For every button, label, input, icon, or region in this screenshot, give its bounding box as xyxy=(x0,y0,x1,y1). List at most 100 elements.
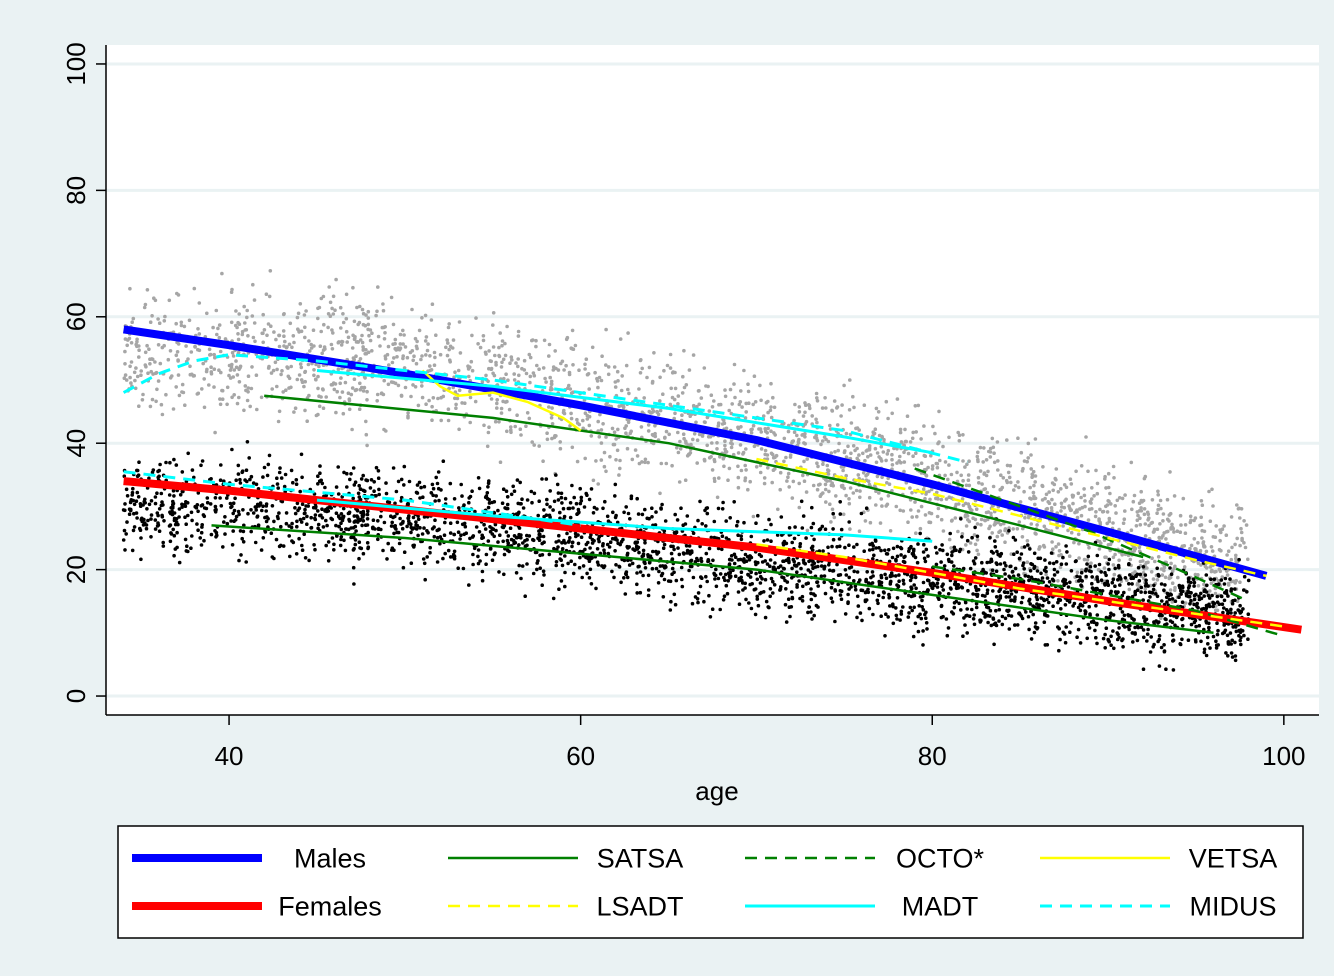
scatter-point xyxy=(230,350,235,355)
scatter-point xyxy=(429,318,434,322)
scatter-point xyxy=(1164,537,1168,541)
scatter-point xyxy=(447,386,452,391)
scatter-point xyxy=(802,459,806,464)
scatter-point xyxy=(328,504,332,509)
scatter-point xyxy=(752,587,757,592)
scatter-point xyxy=(782,459,786,464)
scatter-point xyxy=(336,465,341,469)
scatter-point xyxy=(1015,550,1019,554)
scatter-point xyxy=(471,552,475,557)
scatter-point xyxy=(774,453,779,458)
scatter-point xyxy=(396,530,401,535)
scatter-point xyxy=(1033,437,1038,441)
scatter-point xyxy=(296,327,300,332)
scatter-point xyxy=(679,506,683,511)
scatter-point xyxy=(1200,536,1204,540)
scatter-point xyxy=(569,559,573,563)
scatter-point xyxy=(670,572,674,576)
scatter-point xyxy=(736,451,741,455)
scatter-point xyxy=(487,425,491,430)
scatter-point xyxy=(743,463,747,468)
scatter-point xyxy=(999,473,1003,478)
scatter-point xyxy=(279,372,283,377)
scatter-point xyxy=(1222,606,1226,610)
scatter-point xyxy=(154,370,159,375)
scatter-point xyxy=(410,527,415,531)
scatter-point xyxy=(1152,642,1156,647)
scatter-point xyxy=(657,569,661,574)
scatter-point xyxy=(225,402,229,407)
scatter-point xyxy=(1095,577,1100,581)
scatter-point xyxy=(861,471,866,475)
scatter-point xyxy=(927,489,931,494)
scatter-point xyxy=(345,340,350,344)
scatter-point xyxy=(718,572,723,576)
scatter-point xyxy=(674,578,679,583)
scatter-point xyxy=(651,549,655,554)
scatter-point xyxy=(530,440,534,444)
scatter-point xyxy=(1056,579,1060,583)
scatter-point xyxy=(264,509,269,513)
scatter-point xyxy=(617,404,621,409)
scatter-point xyxy=(252,298,257,302)
scatter-point xyxy=(581,549,585,554)
scatter-point xyxy=(1087,545,1091,550)
scatter-point xyxy=(612,430,617,435)
scatter-point xyxy=(137,348,141,353)
scatter-point xyxy=(1123,576,1128,580)
scatter-point xyxy=(397,541,402,546)
scatter-point xyxy=(939,497,944,502)
scatter-point xyxy=(819,564,824,568)
scatter-point xyxy=(365,443,369,448)
scatter-point xyxy=(828,478,832,483)
scatter-point xyxy=(1142,476,1147,481)
scatter-point xyxy=(1068,477,1073,482)
scatter-point xyxy=(235,401,240,406)
scatter-point xyxy=(497,570,501,574)
scatter-point xyxy=(522,368,527,372)
scatter-point xyxy=(893,574,898,578)
scatter-point xyxy=(886,548,891,552)
scatter-point xyxy=(579,498,584,503)
scatter-point xyxy=(213,496,218,500)
scatter-point xyxy=(1169,561,1173,566)
scatter-point xyxy=(801,473,805,478)
scatter-point xyxy=(1069,621,1073,625)
scatter-point xyxy=(1101,636,1106,641)
scatter-point xyxy=(470,489,474,494)
scatter-point xyxy=(551,508,555,512)
scatter-point xyxy=(768,558,773,562)
scatter-point xyxy=(718,455,722,459)
scatter-point xyxy=(1021,563,1025,568)
scatter-point xyxy=(298,302,303,306)
scatter-point xyxy=(166,357,171,362)
scatter-point xyxy=(888,604,892,608)
scatter-point xyxy=(935,465,940,470)
scatter-point xyxy=(336,492,341,496)
scatter-point xyxy=(143,497,147,502)
scatter-point xyxy=(1152,583,1156,588)
scatter-point xyxy=(736,590,741,594)
scatter-point xyxy=(1079,495,1083,500)
scatter-point xyxy=(504,489,509,494)
scatter-point xyxy=(1195,601,1199,606)
scatter-point xyxy=(712,519,717,524)
scatter-point xyxy=(831,527,835,531)
scatter-point xyxy=(704,384,708,388)
scatter-point xyxy=(454,406,458,411)
scatter-point xyxy=(139,373,143,378)
scatter-point xyxy=(782,436,787,441)
scatter-point xyxy=(846,444,850,449)
scatter-point xyxy=(759,590,764,595)
scatter-point xyxy=(720,547,724,552)
scatter-point xyxy=(1113,504,1117,508)
scatter-point xyxy=(490,532,495,536)
scatter-point xyxy=(857,453,861,457)
scatter-point xyxy=(988,455,993,459)
scatter-point xyxy=(877,433,882,438)
scatter-point xyxy=(176,373,181,377)
scatter-point xyxy=(861,451,865,456)
scatter-point xyxy=(1040,498,1045,502)
scatter-point xyxy=(156,343,161,347)
scatter-point xyxy=(135,468,140,473)
